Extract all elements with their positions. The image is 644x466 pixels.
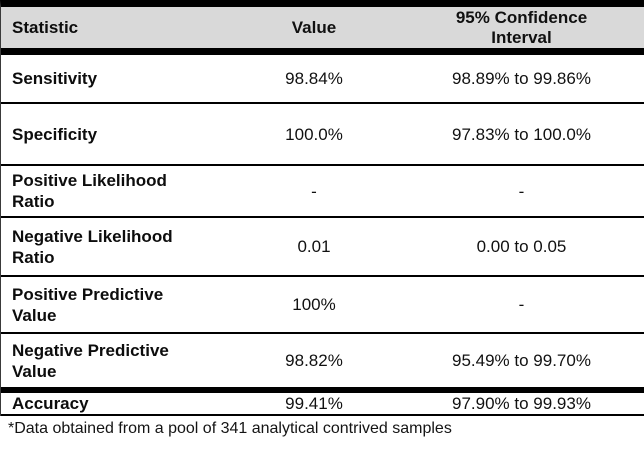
stat-ci: - <box>518 295 525 314</box>
stat-label: Negative Predictive Value <box>12 340 169 381</box>
header-confidence-interval-label: 95% Confidence Interval <box>455 7 588 47</box>
header-value: Value <box>229 18 399 38</box>
table-header-row: Statistic Value 95% Confidence Interval <box>1 7 644 55</box>
header-confidence-interval: 95% Confidence Interval <box>399 8 644 48</box>
stat-ci: 97.90% to 99.93% <box>452 394 591 413</box>
stat-label: Specificity <box>12 124 98 144</box>
table-row-specificity: Specificity 100.0% 97.83% to 100.0% <box>1 104 644 166</box>
stat-value: 0.01 <box>297 237 331 256</box>
stat-ci: 0.00 to 0.05 <box>476 237 567 256</box>
stat-value: 100.0% <box>285 124 343 144</box>
stat-ci: - <box>518 181 525 201</box>
header-value-label: Value <box>291 17 337 37</box>
stat-label: Negative Likelihood Ratio <box>12 226 173 267</box>
table-row-positive-likelihood-ratio: Positive Likelihood Ratio - - <box>1 166 644 218</box>
stat-label: Positive Predictive Value <box>12 284 164 325</box>
statistics-table: Statistic Value 95% Confidence Interval … <box>0 0 644 416</box>
stat-value: 100% <box>292 295 336 314</box>
table-footnote: *Data obtained from a pool of 341 analyt… <box>0 416 644 439</box>
header-statistic-label: Statistic <box>12 17 79 37</box>
stat-label: Positive Likelihood Ratio <box>12 171 167 211</box>
table-row-negative-likelihood-ratio: Negative Likelihood Ratio 0.01 0.00 to 0… <box>1 218 644 277</box>
table-row-accuracy: Accuracy 99.41% 97.90% to 99.93% <box>1 393 644 416</box>
header-statistic: Statistic <box>1 18 229 38</box>
table-row-sensitivity: Sensitivity 98.84% 98.89% to 99.86% <box>1 55 644 104</box>
stat-ci: 98.89% to 99.86% <box>452 69 591 88</box>
stat-value: - <box>311 181 317 201</box>
stat-value: 98.82% <box>285 351 343 370</box>
table-row-positive-predictive-value: Positive Predictive Value 100% - <box>1 277 644 334</box>
stat-label: Accuracy <box>12 394 89 413</box>
stat-label: Sensitivity <box>12 69 98 88</box>
stat-value: 99.41% <box>285 394 343 413</box>
stat-ci: 95.49% to 99.70% <box>452 351 591 370</box>
stat-value: 98.84% <box>285 69 343 88</box>
stat-ci: 97.83% to 100.0% <box>452 124 591 144</box>
table-row-negative-predictive-value: Negative Predictive Value 98.82% 95.49% … <box>1 334 644 393</box>
